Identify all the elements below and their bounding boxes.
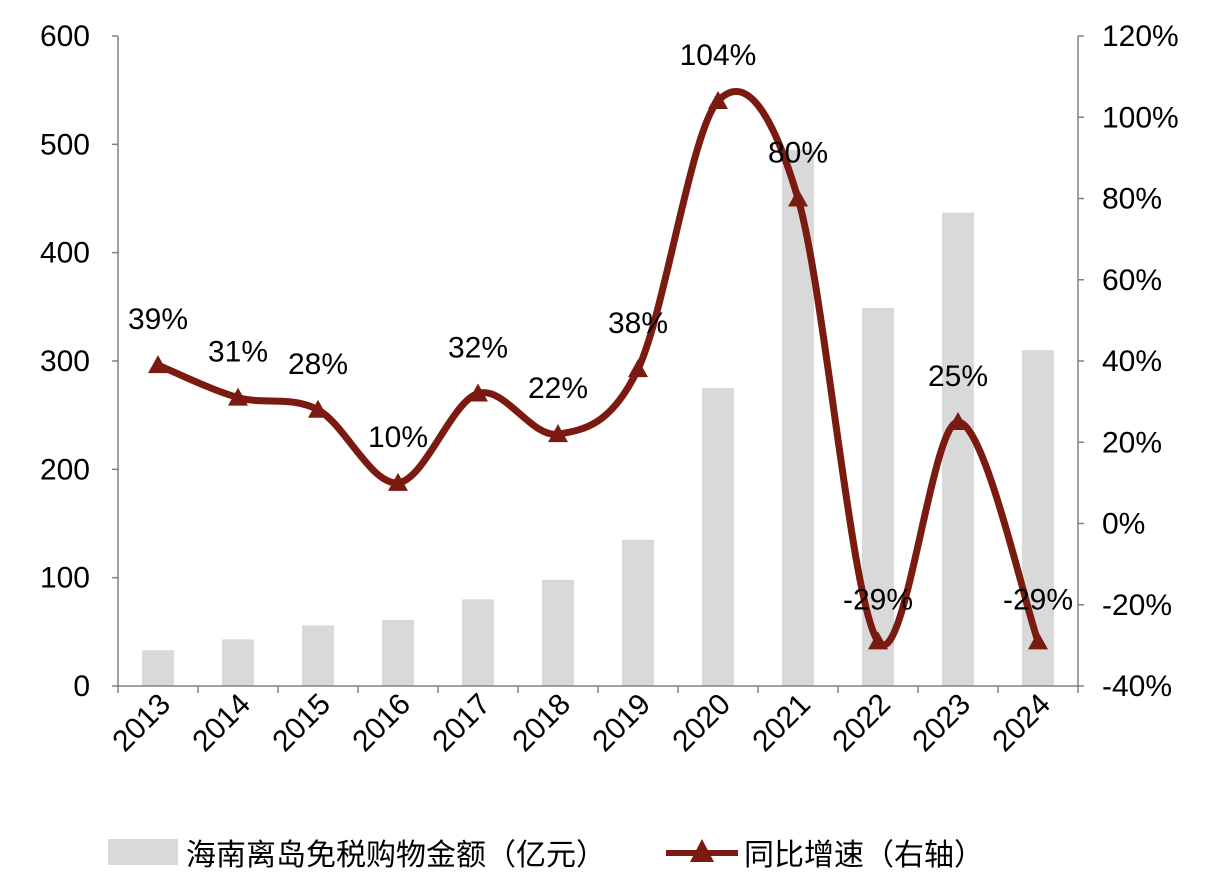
marker-2014: [228, 387, 248, 406]
chart: 0 100 200 300 400 500 600 -40% -20% 0% 20% 40% 60% 80…: [40, 20, 1179, 759]
right-tick-label: 120%: [1102, 20, 1179, 53]
growth-line: [154, 88, 1042, 649]
data-label-2021: 80%: [768, 137, 828, 170]
marker-2020: [708, 91, 728, 109]
marker-2023: [948, 411, 968, 430]
right-tick-label: -40%: [1102, 670, 1172, 703]
data-label-2017: 32%: [448, 332, 508, 365]
x-tick-label: 2023: [906, 688, 977, 759]
left-tick-label: 400: [40, 237, 90, 270]
marker-2022: [868, 631, 888, 650]
marker-2015: [308, 399, 328, 418]
left-tick-label: 0: [73, 670, 90, 703]
bar-2015: [302, 625, 334, 686]
right-tick-label: 80%: [1102, 183, 1162, 216]
right-tick-label: 0%: [1102, 508, 1145, 541]
legend-item-growth: 同比增速（右轴）: [666, 830, 984, 874]
right-tick-label: -20%: [1102, 589, 1172, 622]
data-label-2014: 31%: [208, 336, 268, 369]
x-tick-label: 2019: [586, 688, 657, 759]
bar-2017: [462, 599, 494, 686]
data-label-2024: -29%: [1003, 583, 1073, 616]
data-label-2013: 39%: [128, 303, 188, 336]
bar-2013: [142, 650, 174, 686]
marker-2016: [388, 472, 408, 491]
legend: 海南离岛免税购物金额（亿元） 同比增速（右轴）: [108, 826, 1044, 878]
legend-bar-swatch: [108, 839, 178, 865]
right-tick-label: 60%: [1102, 264, 1162, 297]
right-tick-label: 20%: [1102, 426, 1162, 459]
x-tick-label: 2013: [106, 688, 177, 759]
marker-2021: [788, 188, 808, 207]
marker-2013: [148, 355, 168, 374]
data-label-2019: 38%: [608, 307, 668, 340]
right-tick-label: 40%: [1102, 345, 1162, 378]
right-tick-label: 100%: [1102, 101, 1179, 134]
bar-2014: [222, 639, 254, 686]
data-label-2016: 10%: [368, 421, 428, 454]
bar-2020: [702, 388, 734, 686]
bar-2016: [382, 619, 414, 686]
bar-2019: [622, 539, 654, 686]
data-label-2015: 28%: [288, 348, 348, 381]
left-tick-label: 600: [40, 20, 90, 53]
x-tick-label: 2024: [986, 688, 1057, 759]
marker-2019: [628, 359, 648, 378]
legend-line-swatch: [666, 837, 738, 867]
x-tick-label: 2021: [746, 688, 817, 759]
bar-2018: [542, 579, 574, 686]
x-tick-label: 2020: [666, 688, 737, 759]
x-tick-label: 2022: [826, 688, 897, 759]
legend-label-amount: 海南离岛免税购物金额（亿元）: [186, 838, 606, 873]
line-series: [148, 88, 1048, 650]
legend-item-amount: 海南离岛免税购物金额（亿元）: [108, 830, 606, 874]
x-tick-label: 2014: [186, 688, 257, 759]
left-tick-label: 300: [40, 345, 90, 378]
legend-label-growth: 同比增速（右轴）: [744, 838, 984, 873]
data-labels: 39% 31% 28% 10% 32% 22% 38% 104% 80% -29% 25% -29%: [128, 39, 1073, 616]
bar-2023: [942, 212, 974, 687]
data-label-2022: -29%: [843, 583, 913, 616]
x-tick-label: 2016: [346, 688, 417, 759]
bar-2022: [862, 307, 894, 686]
x-tick-label: 2018: [506, 688, 577, 759]
left-tick-label: 500: [40, 128, 90, 161]
data-label-2018: 22%: [528, 372, 588, 405]
marker-2024: [1028, 631, 1048, 650]
marker-2017: [468, 383, 488, 402]
data-label-2023: 25%: [928, 360, 988, 393]
x-tick-label: 2015: [266, 688, 337, 759]
data-label-2020: 104%: [680, 39, 757, 72]
marker-2018: [548, 424, 568, 443]
left-tick-label: 100: [40, 562, 90, 595]
x-tick-label: 2017: [426, 688, 497, 759]
left-tick-label: 200: [40, 453, 90, 486]
